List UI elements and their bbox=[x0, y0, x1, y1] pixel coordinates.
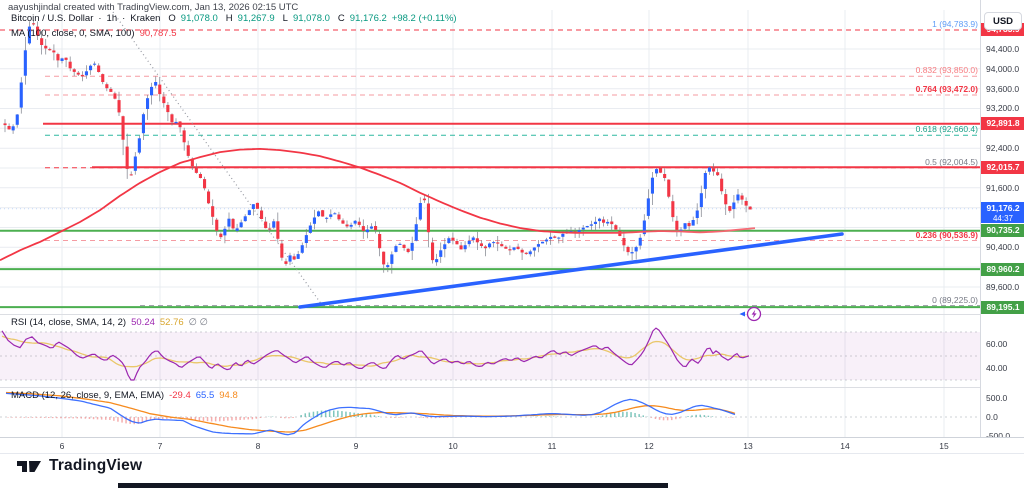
legend-separator: · bbox=[98, 13, 102, 24]
ma-legend[interactable]: MA (100, close, 0, SMA, 100) 90,787.5 bbox=[11, 28, 177, 39]
macd-hist-value: -29.4 bbox=[169, 390, 191, 401]
price-axis-tick: 91,600.0 bbox=[986, 183, 1020, 193]
price-badge: 90,735.2 bbox=[981, 224, 1024, 237]
price-axis-tick: 89,600.0 bbox=[986, 282, 1020, 292]
price-badge: 89,195.1 bbox=[981, 301, 1024, 314]
fib-level-label: 0 (89,225.0) bbox=[932, 295, 978, 305]
price-axis-tick: 500.0 bbox=[986, 393, 1008, 403]
price-axis-tick: 0.0 bbox=[986, 412, 998, 422]
rsi-value: 50.24 bbox=[131, 317, 155, 328]
candles-layer bbox=[3, 19, 752, 274]
currency-button[interactable]: USD bbox=[984, 12, 1022, 30]
time-axis-label: 12 bbox=[644, 441, 654, 451]
macd-signal-value: 94.8 bbox=[219, 390, 238, 401]
price-chart-canvas[interactable] bbox=[0, 0, 1024, 452]
fib-level-label: 0.832 (93,850.0) bbox=[915, 65, 978, 75]
high-label: H bbox=[225, 13, 233, 24]
time-axis-label: 8 bbox=[255, 441, 261, 451]
legend-separator: · bbox=[122, 13, 126, 24]
low-label: L bbox=[282, 13, 288, 24]
symbol-legend[interactable]: Bitcoin / U.S. Dollar · 1h · Kraken O 91,… bbox=[11, 13, 457, 24]
price-badge: 89,960.2 bbox=[981, 263, 1024, 276]
close-label: C bbox=[337, 13, 345, 24]
rsi-label: RSI (14, close, SMA, 14, 2) bbox=[11, 317, 127, 328]
fib-level-label: 0.764 (93,472.0) bbox=[915, 84, 978, 94]
time-axis-label: 11 bbox=[547, 441, 557, 451]
close-value: 91,176.2 bbox=[349, 13, 387, 24]
price-badge: 91,176.2 44:37 bbox=[981, 202, 1024, 223]
time-axis-label: 9 bbox=[353, 441, 359, 451]
interval-label: 1h bbox=[106, 13, 118, 24]
fib-level-label: 0.5 (92,004.5) bbox=[925, 157, 978, 167]
lightning-realtime-icon[interactable] bbox=[736, 304, 766, 329]
macd-legend[interactable]: MACD (12, 26, close, 9, EMA, EMA) -29.4 … bbox=[11, 390, 238, 401]
bottom-bar bbox=[118, 483, 668, 488]
tradingview-logo[interactable]: TradingView bbox=[16, 457, 142, 475]
levels-layer bbox=[0, 11, 980, 309]
price-axis-tick: 94,400.0 bbox=[986, 44, 1020, 54]
rsi-band-layer bbox=[0, 314, 1024, 418]
exchange-label: Kraken bbox=[130, 13, 161, 24]
macd-layer bbox=[5, 391, 736, 436]
price-badge: 92,891.8 bbox=[981, 117, 1024, 130]
macd-value: 65.5 bbox=[195, 390, 215, 401]
tradingview-logo-icon bbox=[17, 461, 41, 472]
open-label: O bbox=[168, 13, 176, 24]
bar-countdown: 44:37 bbox=[992, 214, 1014, 223]
rsi-legend[interactable]: RSI (14, close, SMA, 14, 2) 50.24 52.76 … bbox=[11, 317, 208, 328]
time-axis-label: 15 bbox=[939, 441, 949, 451]
fib-level-label: 1 (94,783.9) bbox=[932, 19, 978, 29]
time-axis-label: 14 bbox=[840, 441, 850, 451]
open-value: 91,078.0 bbox=[180, 13, 218, 24]
macd-label: MACD (12, 26, close, 9, EMA, EMA) bbox=[11, 390, 165, 401]
price-axis-tick: 93,200.0 bbox=[986, 103, 1020, 113]
symbol-title: Bitcoin / U.S. Dollar bbox=[11, 13, 94, 24]
watermark-text: aayushjindal created with TradingView.co… bbox=[8, 2, 299, 13]
time-axis[interactable]: 6 7 8 9 10 11 12 13 14 15 bbox=[0, 437, 1024, 454]
price-axis-tick: 94,000.0 bbox=[986, 64, 1020, 74]
overlays-layer bbox=[0, 147, 844, 309]
price-axis-tick: 90,400.0 bbox=[986, 242, 1020, 252]
price-axis-tick: 93,600.0 bbox=[986, 84, 1020, 94]
change-value: +98.2 (+0.11%) bbox=[391, 13, 457, 24]
time-axis-label: 13 bbox=[743, 441, 753, 451]
rsi-sma-value: 52.76 bbox=[159, 317, 184, 328]
time-axis-label: 7 bbox=[157, 441, 163, 451]
low-value: 91,078.0 bbox=[292, 13, 330, 24]
price-scale[interactable]: USD 94,400.0 94,000.0 93,600.0 93,200.0 92,4… bbox=[980, 0, 1024, 452]
high-value: 91,267.9 bbox=[237, 13, 275, 24]
fib-level-label: 0.236 (90,536.9) bbox=[915, 230, 978, 240]
price-axis-tick: 92,400.0 bbox=[986, 143, 1020, 153]
price-axis-tick: 60.00 bbox=[986, 339, 1008, 349]
tradingview-logo-text: TradingView bbox=[49, 457, 143, 474]
ma-label: MA (100, close, 0, SMA, 100) bbox=[11, 28, 135, 39]
fib-level-label: 0.618 (92,660.4) bbox=[915, 124, 978, 134]
time-axis-label: 6 bbox=[59, 441, 65, 451]
price-axis-tick: -500.0 bbox=[986, 431, 1011, 441]
price-axis-tick: 40.00 bbox=[986, 363, 1008, 373]
price-badge: 92,015.7 bbox=[981, 161, 1024, 174]
ma-value: 90,787.5 bbox=[139, 28, 177, 39]
rsi-hidden-values: ∅ ∅ bbox=[188, 317, 208, 328]
rsi-layer bbox=[1, 327, 750, 381]
time-axis-label: 10 bbox=[448, 441, 458, 451]
